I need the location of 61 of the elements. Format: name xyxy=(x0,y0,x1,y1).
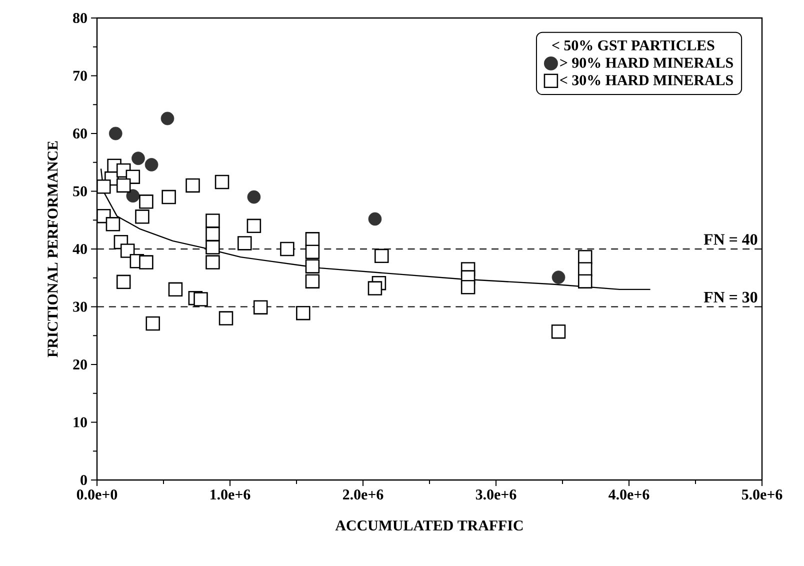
y-tick-label: 50 xyxy=(73,186,87,196)
point xyxy=(139,194,154,209)
point xyxy=(120,244,135,258)
point xyxy=(374,248,389,264)
x-tick-label: 2.0e+6 xyxy=(342,489,384,500)
point xyxy=(186,178,200,193)
point xyxy=(96,180,111,194)
point xyxy=(126,189,140,203)
point xyxy=(116,274,131,290)
ref-line-label: FN = 40 xyxy=(704,234,758,245)
point xyxy=(206,255,220,270)
y-tick-label: 60 xyxy=(73,128,87,139)
point xyxy=(108,126,122,140)
point xyxy=(552,270,566,284)
legend-label: < 30% HARD MINERALS xyxy=(560,75,733,86)
point xyxy=(139,255,154,270)
point xyxy=(305,244,320,260)
y-tick-label: 10 xyxy=(74,417,87,428)
point xyxy=(551,324,566,339)
point xyxy=(368,212,382,226)
point xyxy=(578,274,592,288)
point xyxy=(168,282,183,297)
y-axis-title: FRICTIONAL PERFORMANCE xyxy=(48,141,58,358)
point xyxy=(106,217,120,232)
y-tick-label: 70 xyxy=(73,70,87,81)
point xyxy=(280,242,294,256)
legend-title: < 50% GST PARTICLES xyxy=(552,40,714,50)
point xyxy=(146,316,160,331)
point xyxy=(296,306,310,320)
point xyxy=(368,281,382,296)
x-tick-label: 1.0e+6 xyxy=(210,489,250,500)
point xyxy=(218,311,234,326)
point xyxy=(305,232,320,246)
y-tick-label: 80 xyxy=(73,12,87,24)
ref-line-label: FN = 30 xyxy=(704,292,758,303)
point xyxy=(162,190,176,204)
point xyxy=(160,112,174,126)
legend-label: > 90% HARD MINERALS xyxy=(560,58,733,68)
x-tick-label: 3.0e+6 xyxy=(476,489,516,500)
point xyxy=(305,274,320,288)
x-tick-label: 5.0e+6 xyxy=(742,489,782,500)
point xyxy=(253,300,268,314)
point xyxy=(247,190,261,204)
y-tick-label: 0 xyxy=(80,474,87,486)
point xyxy=(132,152,145,166)
point xyxy=(460,280,476,294)
point xyxy=(305,259,320,274)
x-tick-label: 4.0e+6 xyxy=(608,489,650,500)
point xyxy=(206,240,220,254)
y-tick-label: 40 xyxy=(72,244,87,254)
point xyxy=(135,210,150,224)
point xyxy=(214,174,230,190)
point xyxy=(194,292,208,306)
point xyxy=(116,178,131,193)
y-tick-label: 20 xyxy=(73,359,87,370)
point xyxy=(238,236,252,250)
x-tick-label: 0.0e+0 xyxy=(76,489,118,500)
x-axis-title: ACCUMULATED TRAFFIC xyxy=(335,520,523,531)
y-tick-label: 30 xyxy=(73,302,87,312)
point xyxy=(144,158,158,172)
point xyxy=(246,218,262,234)
